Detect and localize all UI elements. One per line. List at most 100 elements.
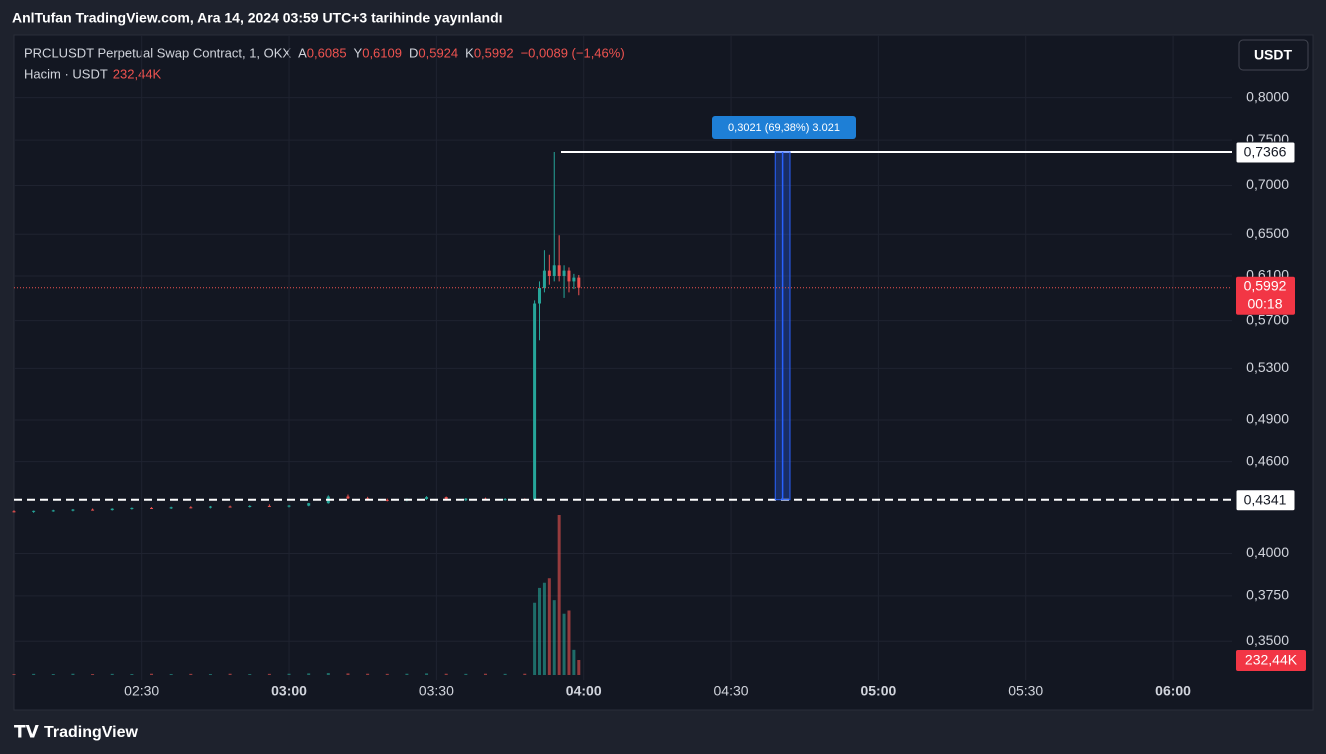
- volume-bar: [307, 673, 311, 675]
- currency-button[interactable]: [1238, 39, 1309, 71]
- y-tick-label: 0,5300: [1246, 359, 1289, 375]
- last-price-tag: [1236, 276, 1295, 315]
- volume-title: Hacim · USDT: [24, 66, 108, 81]
- volume-bar: [572, 649, 576, 675]
- candle-body: [228, 506, 232, 508]
- candle-body: [444, 497, 448, 501]
- candle-body: [557, 265, 561, 276]
- volume-bar: [228, 673, 232, 675]
- candle-body: [542, 270, 546, 288]
- volume-bar: [552, 600, 556, 675]
- candle-body: [71, 509, 75, 511]
- footer-logo: 𝗧𝗩: [14, 722, 40, 741]
- candle-body: [307, 503, 311, 506]
- candle-body: [425, 497, 429, 499]
- candle-body: [110, 508, 114, 511]
- y-tick-label: 0,4900: [1246, 411, 1289, 427]
- candle-body: [208, 506, 212, 508]
- candle-body: [552, 265, 556, 276]
- x-tick-label: 04:30: [714, 683, 749, 699]
- y-tick-label: 0,4000: [1246, 544, 1289, 560]
- volume-bar: [189, 673, 193, 675]
- price-tag-label: 0,4341: [1244, 491, 1287, 507]
- y-tick-label: 0,3500: [1246, 632, 1289, 648]
- volume-bar: [12, 674, 16, 675]
- x-tick-label: 02:30: [124, 683, 159, 699]
- published: AnlTufan TradingView.com, Ara 14, 2024 0…: [12, 10, 503, 26]
- volume-bar: [71, 673, 75, 675]
- candle-body: [248, 505, 252, 508]
- last-price-label: 0,5992: [1244, 277, 1287, 293]
- volume-bar: [562, 613, 566, 675]
- volume-bar: [32, 673, 36, 675]
- volume-bar: [130, 674, 134, 675]
- measure-label-box: [712, 116, 856, 139]
- x-tick-label: 05:30: [1008, 683, 1043, 699]
- brand: TradingView: [44, 724, 139, 741]
- volume-bar: [567, 610, 571, 675]
- legend-header: PRCLUSDT Perpetual Swap Contract, 1, OKX…: [24, 45, 625, 81]
- y-tick-label: 0,5700: [1246, 311, 1289, 327]
- x-tick-label: 06:00: [1155, 683, 1191, 699]
- volume-tag-label: 232,44K: [1245, 652, 1298, 668]
- candle-body: [547, 270, 551, 276]
- candle-body: [572, 277, 576, 282]
- volume-bar: [287, 673, 291, 675]
- volume-value: 232,44K: [113, 66, 162, 81]
- candle-body: [130, 507, 134, 509]
- volume-bar: [425, 673, 429, 675]
- candle-body: [533, 303, 537, 500]
- candle-body: [385, 499, 389, 501]
- volume-bar: [538, 587, 542, 675]
- volume-bar: [577, 660, 581, 675]
- ohlc-value: 0,5924: [418, 45, 458, 60]
- symbol: PRCLUSDT Perpetual Swap Contract, 1, OKX: [24, 45, 291, 60]
- volume-bar: [267, 673, 271, 675]
- volume-bar: [444, 673, 448, 675]
- candle-body: [12, 511, 16, 513]
- currency[interactable]: USDT: [1254, 47, 1293, 63]
- logo-mark: 𝗧𝗩: [14, 722, 40, 741]
- candle-body: [91, 509, 95, 511]
- candle-body: [567, 270, 571, 282]
- measure-label: 0,3021 (69,38%) 3.021: [728, 122, 840, 134]
- volume-bar: [483, 673, 487, 675]
- volume-bar: [523, 673, 527, 675]
- volume-bar: [110, 673, 114, 675]
- y-tick-label: 0,6500: [1246, 225, 1289, 241]
- candle-body: [538, 287, 542, 304]
- candle-body: [51, 510, 55, 512]
- candle-body: [169, 507, 173, 509]
- price-tag: [1235, 489, 1296, 512]
- ohlc-key: D: [409, 45, 418, 60]
- candle-body: [464, 498, 468, 501]
- volume-bar: [326, 673, 330, 675]
- y-tick-label: 0,4600: [1246, 452, 1289, 468]
- ohlc-value: 0,6109: [362, 45, 402, 60]
- x-tick-label: 03:30: [419, 683, 454, 699]
- volume-bar: [547, 578, 551, 675]
- y-tick-label: 0,3750: [1246, 587, 1289, 603]
- candle-body: [503, 499, 507, 501]
- chart-pane: [13, 34, 1314, 711]
- volume-bar: [51, 674, 55, 675]
- ohlc-key: Y: [354, 45, 363, 60]
- volume-bar: [542, 582, 546, 675]
- y-tick-label: 0,8000: [1246, 88, 1289, 104]
- ohlc-key: A: [298, 45, 307, 60]
- candle-body: [346, 496, 350, 499]
- change: −0,0089 (−1,46%): [521, 45, 625, 60]
- volume-bar: [346, 673, 350, 675]
- y-tick-label: 0,7000: [1246, 176, 1289, 192]
- volume-bar: [150, 673, 154, 675]
- volume-bar: [248, 674, 252, 675]
- volume-bar: [533, 602, 537, 675]
- ohlc-value: 0,5992: [474, 45, 514, 60]
- candle-body: [577, 277, 581, 288]
- ohlc-key: K: [465, 45, 474, 60]
- candle-body: [32, 510, 36, 512]
- x-tick-label: 05:00: [860, 683, 896, 699]
- volume-bar: [169, 674, 173, 675]
